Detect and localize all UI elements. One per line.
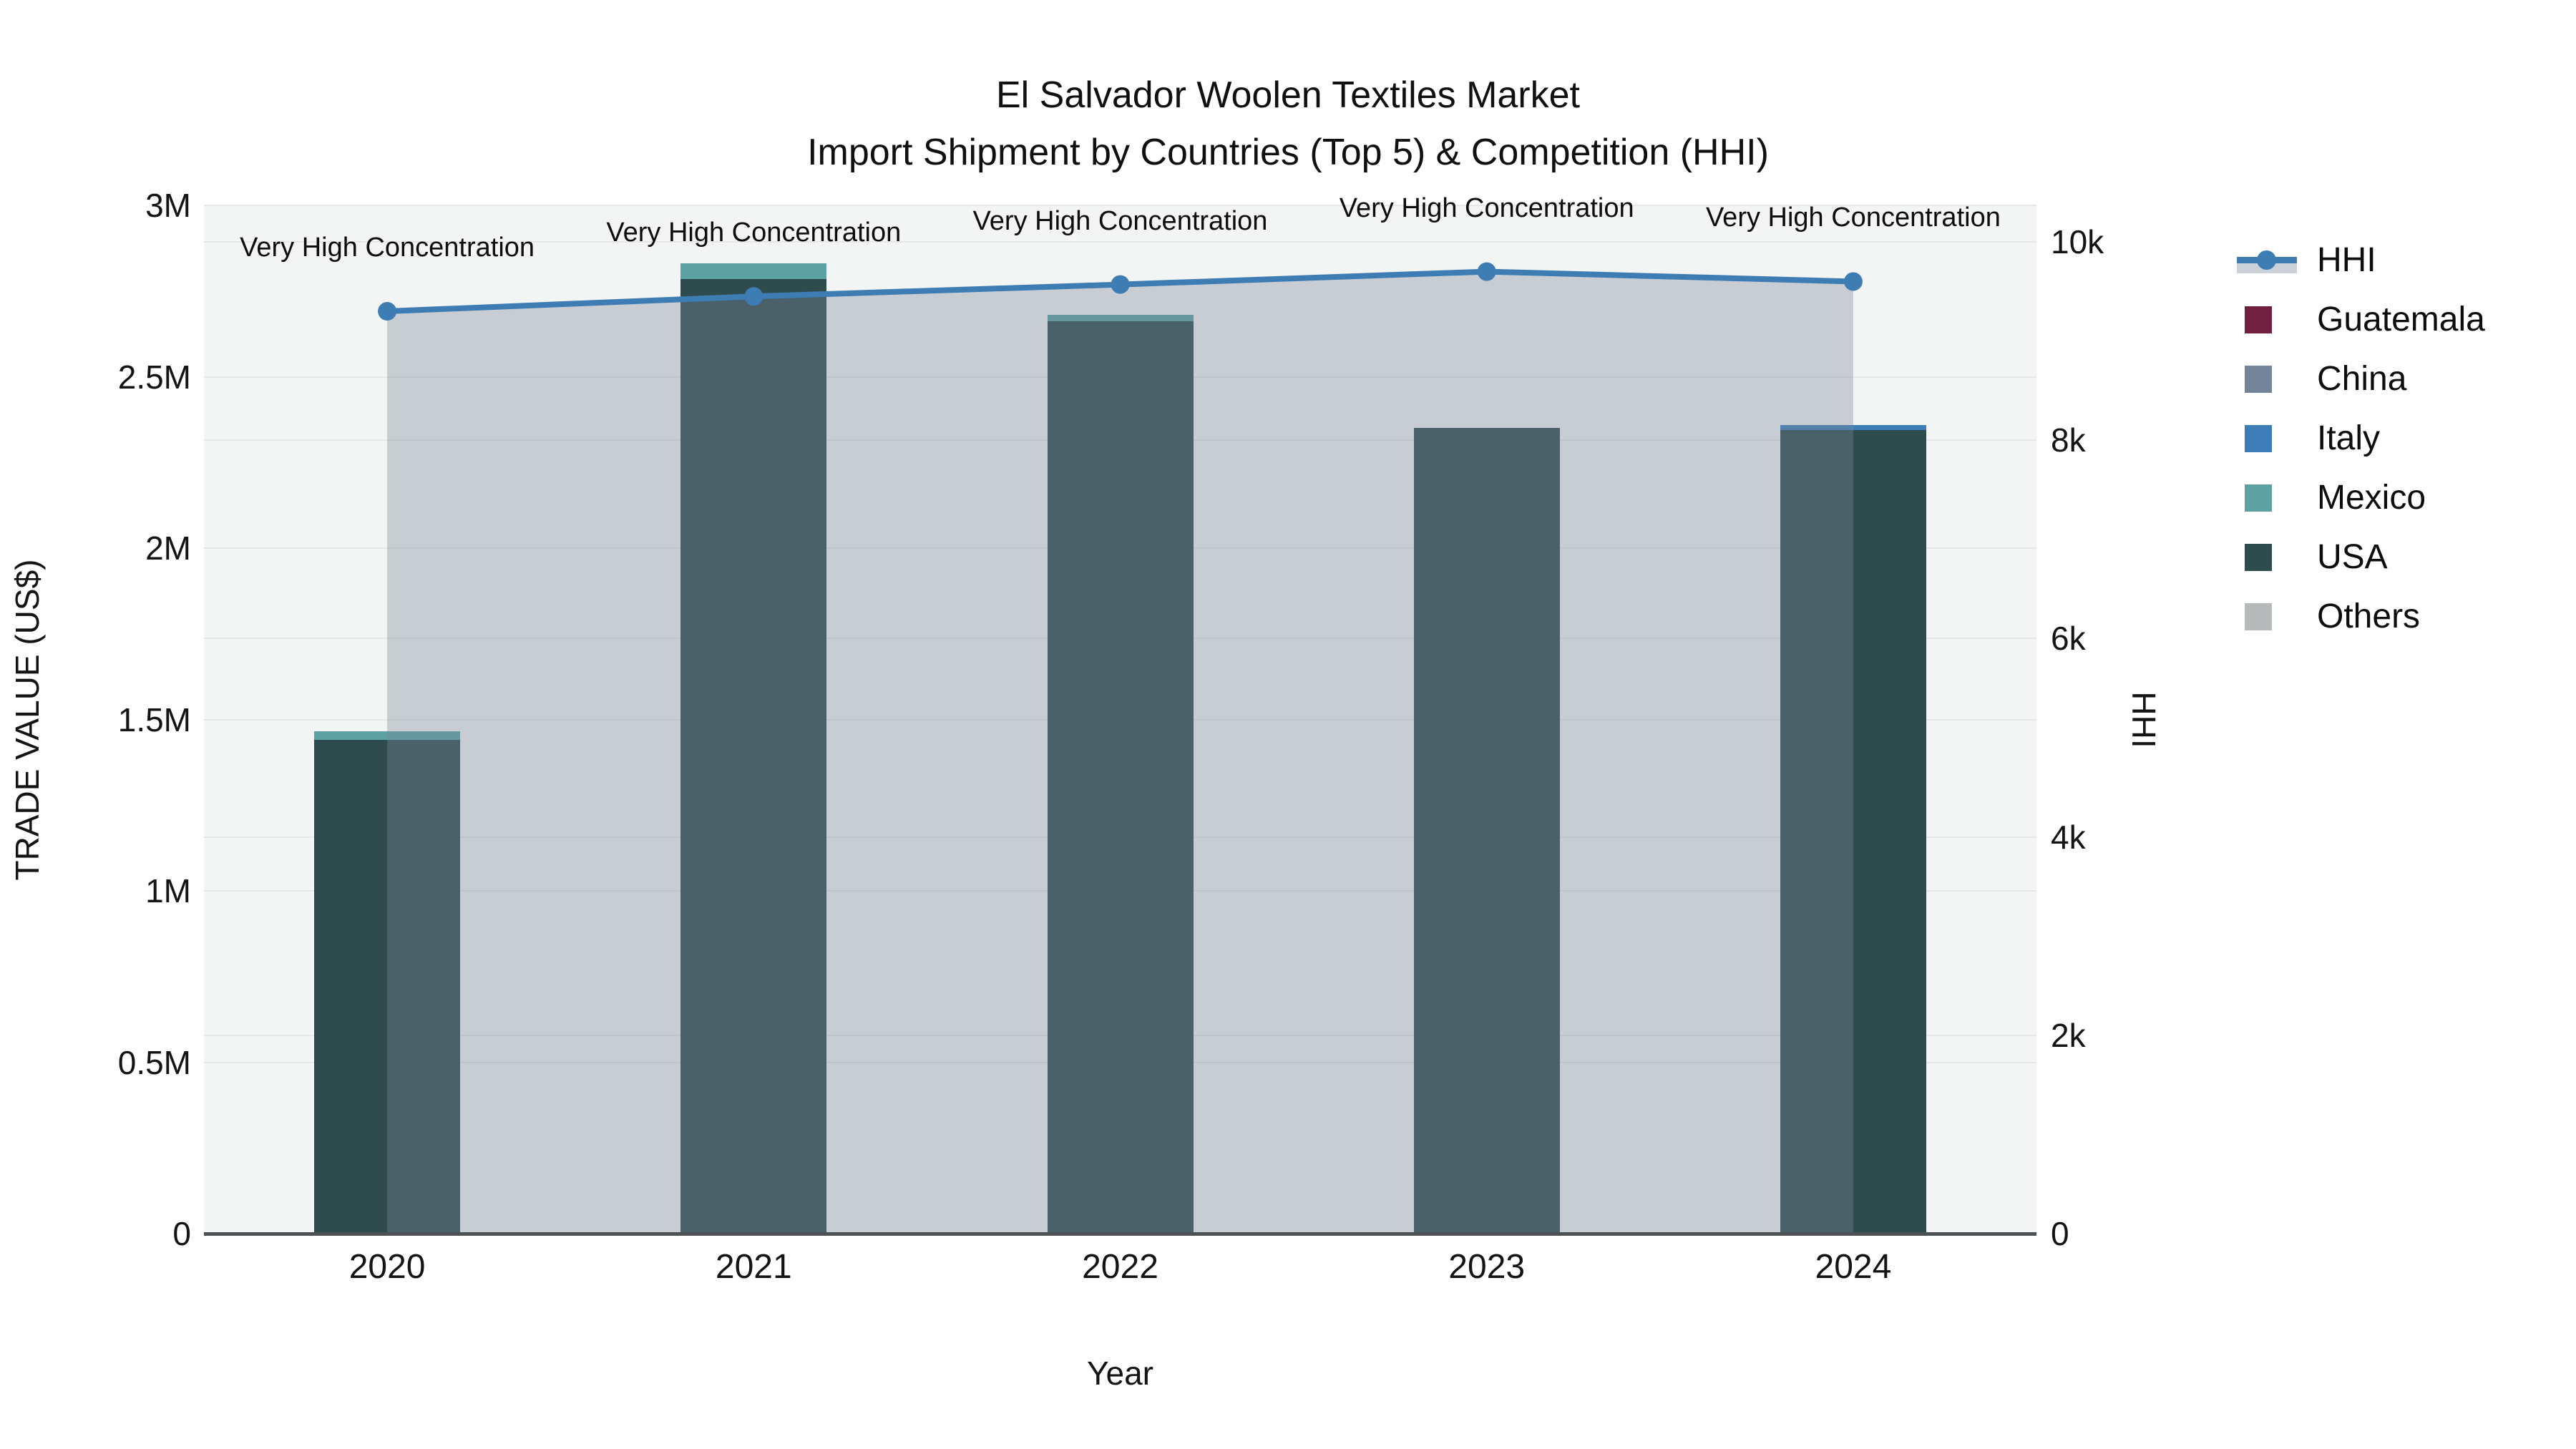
legend-item-mexico[interactable]: Mexico xyxy=(2237,468,2485,527)
x-axis-tick: 2020 xyxy=(348,1248,426,1286)
chart-title: El Salvador Woolen Textiles Market Impor… xyxy=(0,67,2576,181)
others-swatch-icon xyxy=(2237,602,2300,631)
x-axis-title: Year xyxy=(1087,1355,1153,1392)
bar-mexico-2021[interactable] xyxy=(680,263,827,280)
bar-mexico-2020[interactable] xyxy=(314,731,461,741)
y-axis-tick-left: 1M xyxy=(145,872,191,909)
x-axis-tick: 2022 xyxy=(1082,1248,1158,1286)
y-axis-tick-right: 8k xyxy=(2051,421,2086,459)
chart-title-line1: El Salvador Woolen Textiles Market xyxy=(995,74,1580,116)
legend: HHI Guatemala China Italy Mexico USA Others xyxy=(2237,230,2485,646)
bar-mexico-2022[interactable] xyxy=(1047,315,1194,322)
bar-usa-2023[interactable] xyxy=(1413,428,1560,1234)
italy-swatch-icon xyxy=(2237,424,2300,453)
legend-label: Italy xyxy=(2317,419,2381,457)
guatemala-swatch-icon xyxy=(2237,306,2300,334)
gridline-hhi xyxy=(204,241,2036,243)
y-axis-tick-right: 0 xyxy=(2051,1215,2069,1252)
y-axis-tick-left: 2.5M xyxy=(117,358,191,396)
y-axis-tick-left: 2M xyxy=(145,530,191,567)
legend-item-guatemala[interactable]: Guatemala xyxy=(2237,290,2485,349)
bar-italy-2024[interactable] xyxy=(1780,424,1926,430)
y-axis-tick-right: 10k xyxy=(2051,223,2104,260)
y-axis-tick-right: 4k xyxy=(2051,818,2086,856)
legend-label: Mexico xyxy=(2317,479,2426,517)
x-axis-tick: 2023 xyxy=(1448,1248,1526,1286)
y-axis-title-right: HHI xyxy=(2125,691,2162,748)
x-axis-tick: 2024 xyxy=(1815,1248,1892,1286)
mexico-swatch-icon xyxy=(2237,484,2300,512)
y-axis-tick-left: 3M xyxy=(145,187,191,224)
y-axis-tick-right: 6k xyxy=(2051,620,2086,658)
gridline-trade-value xyxy=(204,205,2036,206)
annotation-very-high-concentration: Very High Concentration xyxy=(1705,203,2001,233)
chart-title-line2: Import Shipment by Countries (Top 5) & C… xyxy=(807,132,1769,173)
bar-usa-2020[interactable] xyxy=(314,740,461,1234)
y-axis-tick-right: 2k xyxy=(2051,1016,2086,1054)
legend-label: Others xyxy=(2317,597,2421,635)
y-axis-tick-left: 0.5M xyxy=(117,1043,191,1081)
annotation-very-high-concentration: Very High Concentration xyxy=(1339,192,1634,223)
legend-item-hhi[interactable]: HHI xyxy=(2237,230,2485,290)
y-axis-tick-left: 0 xyxy=(172,1215,191,1252)
legend-label: USA xyxy=(2317,538,2388,576)
legend-item-usa[interactable]: USA xyxy=(2237,527,2485,587)
legend-label: China xyxy=(2317,360,2407,398)
china-swatch-icon xyxy=(2237,365,2300,394)
bar-usa-2024[interactable] xyxy=(1780,429,1926,1234)
legend-item-china[interactable]: China xyxy=(2237,349,2485,409)
hhi-line-legend-icon xyxy=(2237,246,2300,275)
usa-swatch-icon xyxy=(2237,543,2300,572)
y-axis-tick-left: 1.5M xyxy=(117,701,191,738)
legend-item-others[interactable]: Others xyxy=(2237,587,2485,646)
annotation-very-high-concentration: Very High Concentration xyxy=(972,205,1268,236)
legend-label: HHI xyxy=(2317,241,2376,279)
bar-usa-2021[interactable] xyxy=(680,279,827,1234)
annotation-very-high-concentration: Very High Concentration xyxy=(240,233,535,263)
legend-item-italy[interactable]: Italy xyxy=(2237,409,2485,468)
legend-label: Guatemala xyxy=(2317,301,2485,338)
bar-usa-2022[interactable] xyxy=(1047,321,1194,1234)
annotation-very-high-concentration: Very High Concentration xyxy=(606,218,902,248)
x-axis-tick: 2021 xyxy=(715,1248,792,1286)
x-axis-line xyxy=(204,1232,2036,1236)
